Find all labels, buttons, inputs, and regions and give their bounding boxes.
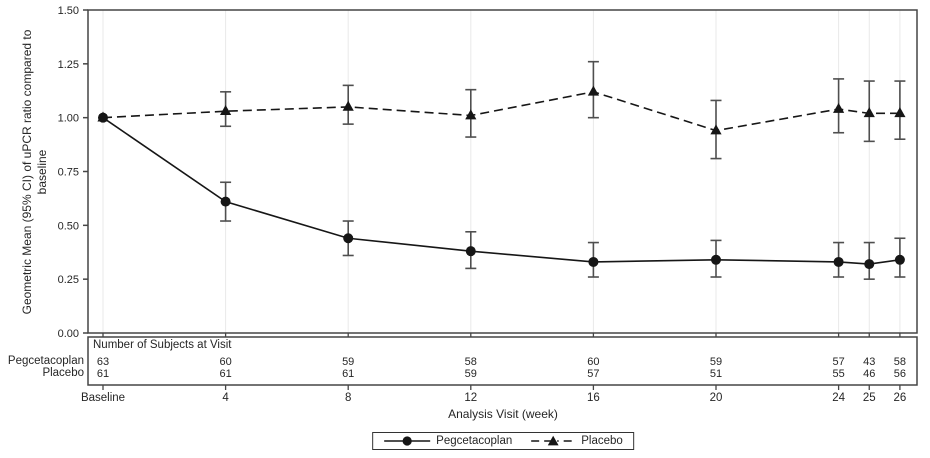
x-tick-label: 24 <box>832 392 845 404</box>
subject-count: 63 <box>97 356 109 368</box>
x-tick-label: 4 <box>222 392 229 404</box>
triangle-marker <box>465 109 477 120</box>
triangle-marker <box>587 85 599 96</box>
subjects-table-header: Number of Subjects at Visit <box>93 339 232 351</box>
triangle-marker <box>342 100 354 111</box>
gridlines <box>102 10 901 333</box>
x-axis-title: Analysis Visit (week) <box>448 407 558 421</box>
circle-marker <box>98 112 108 123</box>
subject-count: 60 <box>587 356 599 368</box>
x-tick-label: 16 <box>587 392 600 404</box>
y-axis-title-line2: baseline <box>35 149 49 195</box>
series-pegcetacoplan <box>98 112 906 280</box>
y-tick-label: 0.50 <box>58 220 79 232</box>
subject-count: 46 <box>863 368 875 380</box>
legend-item-pegcetacoplan: Pegcetacoplan <box>383 435 512 447</box>
x-tick-label: 8 <box>345 392 351 404</box>
x-tick-label: 25 <box>863 392 876 404</box>
subject-count: 59 <box>342 356 354 368</box>
y-tick-label: 1.25 <box>58 59 79 71</box>
y-axis-title-line1: Geometric Mean (95% CI) of uPCR ratio co… <box>20 29 34 315</box>
y-tick-label: 0.25 <box>58 274 79 286</box>
circle-marker <box>220 196 231 207</box>
subject-count: 57 <box>587 368 599 380</box>
subject-count: 56 <box>894 368 906 380</box>
legend: Pegcetacoplan Placebo <box>372 432 634 450</box>
legend-item-placebo: Placebo <box>530 435 623 447</box>
legend-label-pegcetacoplan: Pegcetacoplan <box>436 435 513 447</box>
y-tick-label: 1.00 <box>58 113 79 125</box>
triangle-marker <box>833 102 845 113</box>
subject-count: 59 <box>465 368 477 380</box>
circle-marker <box>833 256 844 267</box>
series-placebo <box>97 60 906 160</box>
circle-marker <box>864 259 875 270</box>
circle-marker <box>465 246 476 257</box>
subject-count: 43 <box>863 356 875 368</box>
dashed-line-triangle-marker-icon <box>531 435 576 446</box>
circle-marker <box>711 254 721 265</box>
pegcetacoplan-line <box>102 117 901 265</box>
y-axis: 0.00 0.25 0.50 0.75 1.00 1.25 1.50 <box>58 5 901 340</box>
y-axis-title: Geometric Mean (95% CI) of uPCR ratio co… <box>20 30 50 315</box>
x-tick-label: Baseline <box>81 392 125 404</box>
subject-count: 58 <box>894 356 906 368</box>
circle-marker <box>343 233 354 244</box>
subject-count: 59 <box>710 356 722 368</box>
x-axis: Baseline 4 8 12 16 20 24 25 26 <box>81 392 906 404</box>
subjects-table-box <box>87 336 918 386</box>
triangle-marker <box>710 124 722 135</box>
subject-count: 57 <box>832 356 844 368</box>
subject-count: 55 <box>832 368 844 380</box>
circle-marker <box>894 254 905 265</box>
x-tick-label: 12 <box>464 392 477 404</box>
x-tick-label: 20 <box>710 392 723 404</box>
circle-marker <box>588 256 599 267</box>
triangle-marker <box>863 107 875 118</box>
solid-line-circle-marker-icon <box>384 436 431 446</box>
triangle-marker <box>894 107 906 118</box>
subject-count: 61 <box>219 368 231 380</box>
subject-count: 61 <box>97 368 109 380</box>
y-tick-label: 1.50 <box>58 5 79 17</box>
subject-count: 60 <box>219 356 231 368</box>
legend-label-placebo: Placebo <box>581 435 623 447</box>
triangle-marker <box>220 105 232 116</box>
plot-frame <box>87 9 918 334</box>
y-tick-label: 0.00 <box>58 328 79 340</box>
y-tick-label: 0.75 <box>58 167 79 179</box>
x-tick-label: 26 <box>894 392 907 404</box>
subject-count: 51 <box>710 368 722 380</box>
subject-count: 61 <box>342 368 354 380</box>
subjects-row-label-placebo: Placebo <box>42 367 84 379</box>
subject-count: 58 <box>465 356 477 368</box>
subjects-row-label-pegcetacoplan: Pegcetacoplan <box>7 355 84 367</box>
